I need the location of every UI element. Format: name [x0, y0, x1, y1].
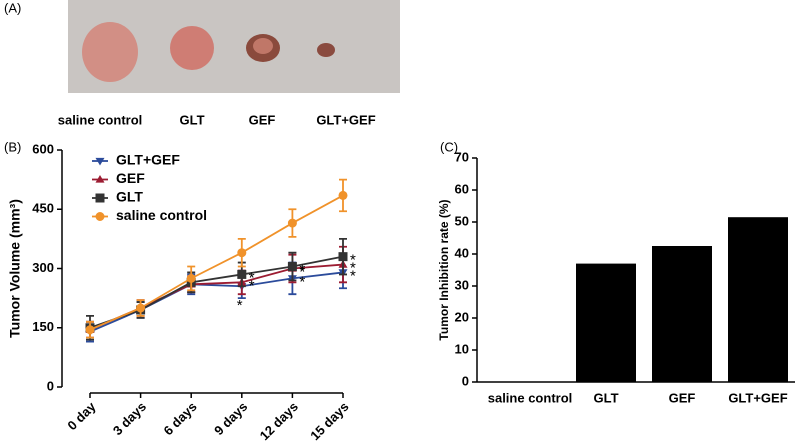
panel-label: (A): [4, 0, 21, 15]
legend-marker: [95, 212, 105, 221]
y-axis-label: Tumor Volume (mm³): [7, 199, 23, 338]
bar: [576, 263, 636, 382]
x-tick-label: 0 day: [64, 398, 99, 433]
y-tick-label: 20: [455, 309, 469, 324]
data-point: [237, 248, 247, 258]
significance-mark: *: [299, 261, 305, 278]
data-point: [338, 252, 348, 262]
x-tick-label: GLT: [593, 390, 618, 405]
photo-label: GEF: [249, 112, 276, 127]
x-tick-label: 9 days: [211, 399, 250, 438]
tumor: [82, 22, 138, 82]
significance-mark: *: [299, 263, 305, 280]
y-tick-label: 70: [455, 149, 469, 164]
significance-mark: *: [249, 269, 255, 286]
y-tick-label: 600: [32, 141, 54, 156]
y-tick-label: 150: [32, 319, 54, 334]
legend-label: GEF: [116, 170, 145, 186]
legend-marker: [95, 157, 105, 166]
series-line: [89, 194, 344, 331]
photo-label: GLT: [179, 112, 204, 127]
significance-mark: *: [350, 252, 356, 269]
tumor: [253, 38, 273, 54]
x-tick-label: 15 days: [307, 399, 351, 443]
x-tick-label: saline control: [488, 390, 573, 405]
legend-label: GLT: [116, 189, 143, 205]
series-line: [89, 255, 344, 329]
y-tick-label: 300: [32, 260, 54, 275]
x-tick-label: 3 days: [110, 399, 149, 438]
y-tick-label: 40: [455, 245, 469, 260]
x-tick-label: 12 days: [257, 399, 301, 443]
x-tick-label: GEF: [669, 390, 696, 405]
legend-label: saline control: [116, 207, 207, 223]
x-tick-label: GLT+GEF: [728, 390, 787, 405]
data-point: [338, 190, 348, 200]
tumor: [317, 43, 335, 57]
y-tick-label: 60: [455, 181, 469, 196]
y-tick-label: 450: [32, 201, 54, 216]
panel-label: (B): [4, 139, 21, 154]
y-tick-label: 0: [462, 373, 469, 388]
data-point: [287, 218, 297, 228]
significance-mark: *: [350, 267, 356, 284]
data-point: [186, 273, 196, 283]
significance-mark: *: [299, 273, 305, 290]
tumor: [170, 26, 214, 70]
significance-mark: *: [350, 260, 356, 277]
data-point: [136, 303, 146, 313]
significance-mark: *: [249, 277, 255, 294]
x-tick-label: 6 days: [161, 399, 200, 438]
data-point: [287, 262, 297, 272]
y-tick-label: 30: [455, 277, 469, 292]
panel-label: (C): [440, 139, 458, 154]
significance-mark: *: [237, 297, 243, 314]
y-tick-label: 10: [455, 341, 469, 356]
y-axis-label: Tumor Inhibition rate (%): [437, 199, 451, 340]
bar: [652, 246, 712, 382]
photo-label: saline control: [58, 112, 143, 127]
legend-marker: [95, 175, 105, 183]
bar: [728, 217, 788, 382]
legend-label: GLT+GEF: [116, 152, 180, 168]
legend-marker: [95, 193, 105, 203]
data-point: [237, 269, 247, 279]
y-tick-label: 0: [47, 378, 54, 393]
photo-label: GLT+GEF: [316, 112, 375, 127]
y-tick-label: 50: [455, 213, 469, 228]
data-point: [85, 325, 95, 335]
